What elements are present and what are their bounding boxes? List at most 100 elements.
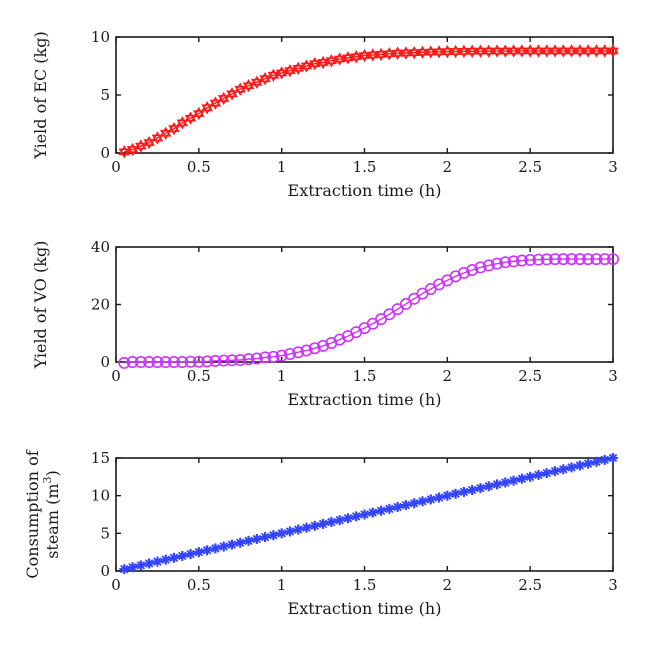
data-point-steam: [508, 475, 519, 486]
data-point-vo: [308, 342, 321, 355]
data-point-steam: [218, 541, 229, 552]
data-point-steam: [293, 524, 304, 535]
y-tick-label: 40: [91, 238, 110, 256]
data-point-ec: [383, 47, 396, 61]
data-point-vo: [259, 351, 272, 364]
data-point-steam: [566, 462, 577, 473]
data-point-vo: [176, 355, 189, 368]
data-point-steam: [591, 456, 602, 467]
data-point-steam: [367, 507, 378, 518]
x-tick-label: 1: [277, 158, 287, 176]
data-point-ec: [408, 45, 420, 60]
data-point-vo: [159, 355, 172, 368]
data-point-ec: [474, 44, 487, 58]
data-point-steam: [574, 460, 585, 471]
data-point-ec: [118, 145, 131, 159]
data-point-ec: [209, 96, 222, 110]
data-point-vo: [250, 352, 263, 365]
data-point-vo: [598, 253, 611, 266]
data-point-steam: [533, 469, 544, 480]
data-point-ec: [391, 46, 404, 60]
data-point-steam: [400, 500, 411, 511]
data-point-steam: [210, 543, 221, 554]
data-point-vo: [466, 263, 479, 276]
data-point-steam: [301, 522, 312, 533]
data-point-steam: [144, 558, 155, 569]
data-point-ec: [549, 44, 561, 58]
x-tick-label: 1.5: [353, 576, 377, 594]
data-point-steam: [442, 490, 453, 501]
x-tick-label: 0: [111, 367, 121, 385]
x-tick-label: 0.5: [187, 576, 211, 594]
data-point-vo: [126, 355, 139, 368]
data-point-ec: [284, 63, 296, 78]
data-point-steam: [127, 562, 138, 573]
data-point-ec: [300, 59, 313, 73]
y-axis-label: Yield of VO (kg): [31, 241, 50, 370]
data-point-ec: [168, 121, 180, 136]
x-tick-label: 3: [608, 576, 618, 594]
x-tick-label: 2: [443, 158, 453, 176]
data-point-steam: [359, 509, 370, 520]
data-point-ec: [193, 106, 205, 121]
data-point-ec: [143, 135, 155, 150]
data-point-steam: [342, 513, 353, 524]
data-point-vo: [515, 254, 528, 267]
data-point-vo: [234, 353, 247, 366]
data-point-ec: [466, 44, 478, 58]
data-point-ec: [251, 75, 263, 89]
data-point-ec: [366, 48, 379, 62]
data-point-vo: [507, 255, 520, 268]
data-point-steam: [160, 554, 171, 565]
data-point-steam: [450, 488, 461, 499]
data-point-vo: [540, 253, 553, 266]
data-point-ec: [458, 44, 470, 59]
data-point-ec: [259, 72, 271, 86]
series-line-vo: [124, 258, 613, 364]
data-point-vo: [557, 253, 570, 266]
data-point-vo: [167, 355, 180, 368]
data-point-ec: [482, 44, 495, 58]
y-tick-label: 10: [91, 487, 110, 505]
x-tick-label: 2.5: [518, 576, 542, 594]
data-point-steam: [235, 537, 246, 548]
series-line-ec: [124, 50, 613, 153]
data-point-vo: [192, 355, 205, 368]
x-tick-label: 1: [277, 367, 287, 385]
data-point-steam: [243, 535, 254, 546]
data-point-steam: [467, 485, 478, 496]
data-point-ec: [292, 61, 305, 76]
x-tick-label: 2: [443, 367, 453, 385]
data-point-steam: [226, 539, 237, 550]
data-point-vo: [242, 353, 255, 366]
data-point-vo: [118, 356, 131, 369]
data-point-vo: [491, 257, 504, 270]
data-point-ec: [358, 48, 371, 63]
data-point-steam: [483, 481, 494, 492]
x-axis-label: Extraction time (h): [288, 390, 442, 409]
data-point-steam: [550, 466, 561, 477]
data-point-vo: [408, 292, 421, 305]
data-point-ec: [151, 131, 164, 145]
data-point-ec: [557, 44, 570, 58]
data-point-vo: [606, 253, 619, 266]
data-point-steam: [202, 545, 213, 556]
panel-vo-yield: 0 0.5 1 1.5 2 2.5 3 0 20 40 Extraction time (h) Yie…: [31, 238, 619, 409]
data-point-ec: [524, 44, 536, 58]
data-point-vo: [573, 253, 586, 266]
data-point-steam: [434, 492, 445, 503]
data-point-ec: [135, 139, 147, 153]
data-point-steam: [417, 496, 428, 507]
data-point-vo: [317, 339, 330, 352]
x-tick-label: 0: [111, 576, 121, 594]
data-point-vo: [292, 346, 305, 359]
data-point-vo: [134, 355, 147, 368]
x-tick-label: 1.5: [353, 367, 377, 385]
data-point-ec: [176, 116, 189, 130]
data-point-ec: [234, 82, 247, 96]
data-point-vo: [217, 354, 230, 367]
data-point-steam: [458, 486, 469, 497]
x-tick-label: 1.5: [353, 158, 377, 176]
y-axis-label-line2: steam (m3): [41, 470, 62, 559]
